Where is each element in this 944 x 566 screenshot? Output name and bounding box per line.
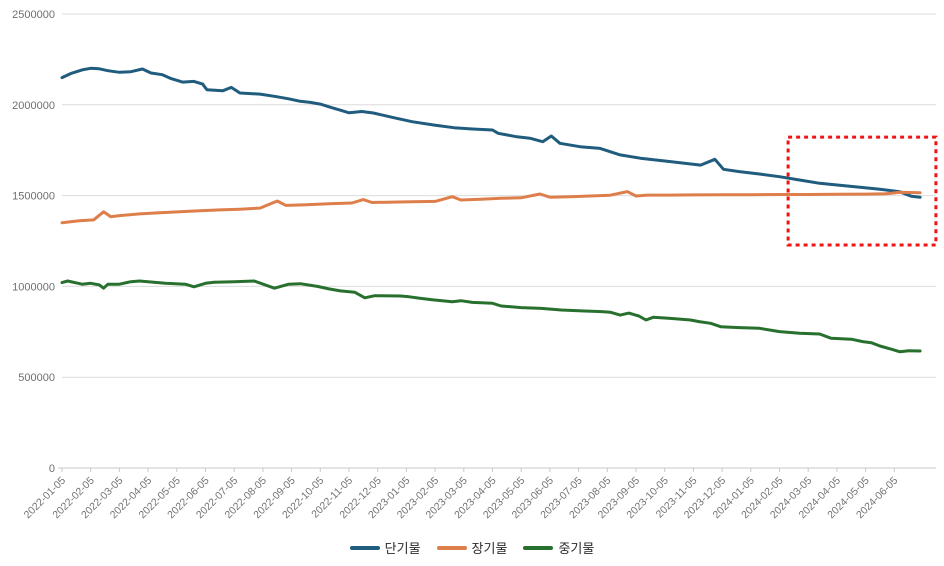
series-line-단기물 — [60, 66, 922, 199]
legend-line-swatch — [523, 546, 554, 550]
legend-label: 중기물 — [558, 540, 595, 556]
series-line-장기물 — [60, 190, 922, 225]
y-axis-tick-label: 1500000 — [12, 191, 55, 203]
legend-item-장기물[interactable]: 장기물 — [436, 540, 508, 556]
y-axis-tick-label: 2000000 — [12, 100, 55, 112]
y-axis-tick-label: 0 — [49, 463, 55, 475]
legend-label: 단기물 — [384, 540, 421, 556]
y-axis-tick-label: 1000000 — [12, 281, 55, 293]
series-line-중기물 — [60, 279, 922, 354]
chart-legend: 단기물 장기물 중기물 — [0, 537, 944, 559]
legend-item-단기물[interactable]: 단기물 — [349, 540, 421, 556]
legend-label: 장기물 — [471, 540, 508, 556]
y-axis-tick-label: 2500000 — [12, 9, 55, 21]
highlight-box — [786, 135, 938, 247]
legend-item-중기물[interactable]: 중기물 — [523, 542, 594, 555]
legend-line-swatch — [436, 546, 467, 550]
y-axis-tick-label: 500000 — [18, 372, 55, 384]
legend-line-swatch — [349, 546, 380, 550]
